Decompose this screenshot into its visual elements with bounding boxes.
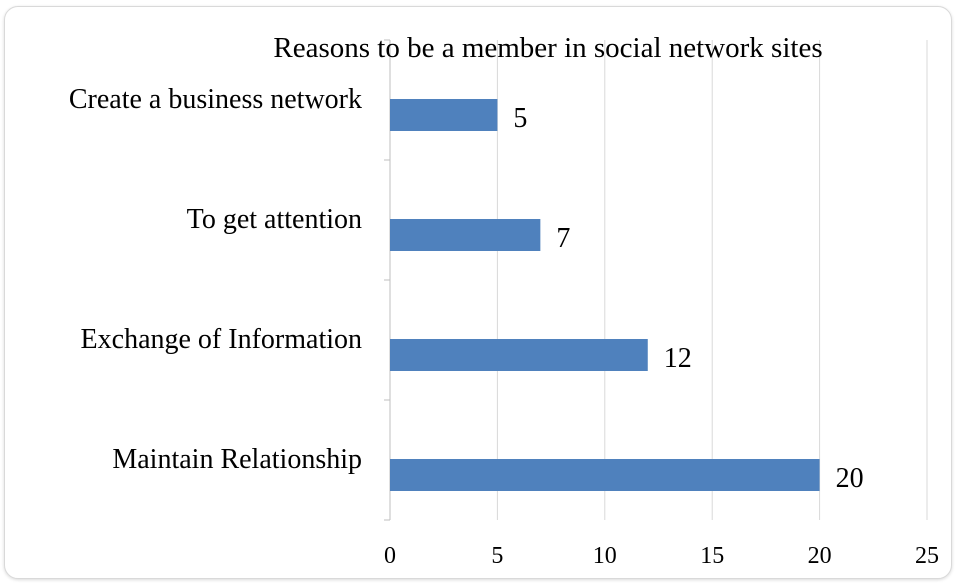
data-label-to-get-attention: 7: [556, 223, 570, 254]
category-label-create-a-business-network: Create a business network: [69, 84, 362, 115]
category-label-to-get-attention: To get attention: [187, 204, 362, 235]
x-tick-label-15: 15: [700, 543, 724, 569]
gridlines: [496, 40, 928, 520]
x-tick-label-10: 10: [593, 543, 617, 569]
category-label-maintain-relationship: Maintain Relationship: [112, 444, 362, 475]
data-label-exchange-of-information: 12: [664, 343, 692, 374]
x-tick-label-5: 5: [491, 543, 503, 569]
x-tick-label-0: 0: [384, 543, 396, 569]
bar-maintain-relationship: [390, 459, 820, 491]
x-tick-label-25: 25: [915, 543, 939, 569]
labels: 0 5 10 15 20 25 Create a business network 5 To g…: [69, 84, 939, 569]
bars: [390, 99, 820, 491]
chart-title: Reasons to be a member in social network…: [273, 32, 822, 64]
data-label-create-a-business-network: 5: [513, 103, 527, 134]
axes: [384, 39, 391, 521]
category-label-exchange-of-information: Exchange of Information: [81, 324, 362, 355]
bar-exchange-of-information: [390, 339, 648, 371]
x-tick-label-20: 20: [808, 543, 832, 569]
bar-create-a-business-network: [390, 99, 498, 131]
data-label-maintain-relationship: 20: [836, 463, 864, 494]
bar-to-get-attention: [390, 219, 541, 251]
